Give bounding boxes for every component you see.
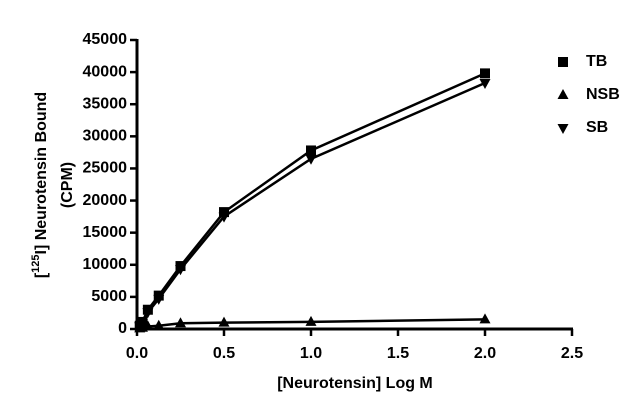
y-tick-label: 10000 — [83, 256, 128, 273]
data-point — [480, 68, 490, 79]
y-label-superscript: 125 — [30, 254, 42, 272]
y-axis-label-line2: (CPM) — [59, 162, 76, 208]
y-tick-label: 0 — [118, 320, 127, 337]
x-tick-label: 0.0 — [126, 345, 148, 362]
y-tick-label: 20000 — [83, 192, 128, 209]
data-point — [479, 79, 491, 90]
legend-marker — [557, 124, 569, 134]
data-point — [219, 207, 229, 218]
series-line — [138, 72, 486, 327]
y-tick-label: 15000 — [83, 224, 128, 241]
x-tick-label: 2.0 — [474, 345, 496, 362]
legend-label: SB — [586, 119, 608, 136]
data-point — [142, 320, 154, 331]
data-point — [142, 308, 154, 319]
legend-marker — [557, 89, 569, 99]
x-tick-label: 1.5 — [387, 345, 409, 362]
y-axis-label: [125I] Neurotensin Bound — [30, 92, 50, 278]
y-label-part: [ — [33, 272, 50, 278]
legend-label: TB — [586, 53, 607, 70]
x-tick-label: 2.5 — [561, 345, 583, 362]
data-point — [218, 212, 230, 223]
y-tick-label: 30000 — [83, 128, 128, 145]
x-axis-label: [Neurotensin] Log M — [277, 375, 433, 392]
x-tick-label: 1.0 — [300, 345, 322, 362]
data-point — [306, 145, 316, 156]
y-tick-label: 40000 — [83, 63, 128, 80]
data-point — [305, 154, 317, 165]
series-line — [138, 81, 486, 328]
data-point — [305, 315, 317, 326]
x-tick-label: 0.5 — [213, 345, 235, 362]
y-tick-label: 45000 — [83, 31, 128, 48]
y-tick-label: 5000 — [91, 288, 127, 305]
y-tick-label: 35000 — [83, 95, 128, 112]
data-point — [175, 317, 186, 328]
y-tick-label: 25000 — [83, 160, 128, 177]
data-point — [153, 294, 165, 305]
data-point — [479, 313, 491, 324]
legend-label: NSB — [586, 86, 620, 103]
data-point — [136, 319, 148, 330]
data-point — [218, 316, 230, 327]
data-point — [153, 319, 165, 330]
data-point — [175, 265, 186, 276]
y-label-part: I] Neurotensin Bound — [33, 92, 50, 255]
legend-marker — [558, 57, 568, 67]
